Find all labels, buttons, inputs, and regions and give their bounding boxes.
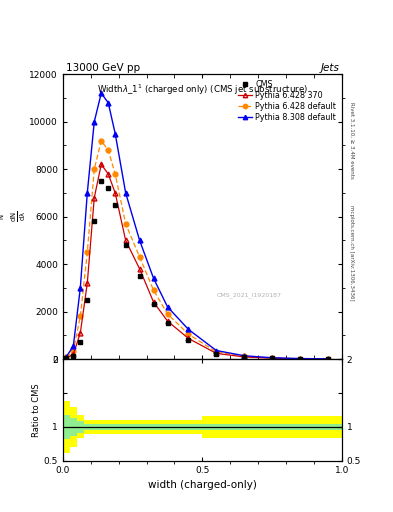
- Pythia 8.308 default: [151, 275, 156, 282]
- Pythia 6.428 370: [123, 238, 128, 244]
- CMS: [165, 321, 170, 327]
- Pythia 8.308 default: [242, 353, 247, 359]
- Pythia 6.428 default: [214, 349, 219, 355]
- Pythia 8.308 default: [270, 355, 275, 361]
- CMS: [326, 356, 331, 362]
- CMS: [78, 339, 83, 346]
- Pythia 6.428 370: [78, 330, 83, 336]
- Pythia 6.428 default: [106, 147, 110, 153]
- Pythia 6.428 default: [92, 166, 97, 172]
- Pythia 6.428 370: [186, 335, 191, 342]
- Pythia 6.428 370: [106, 171, 110, 177]
- CMS: [113, 202, 118, 208]
- Pythia 6.428 default: [78, 313, 83, 319]
- Y-axis label: Ratio to CMS: Ratio to CMS: [32, 383, 41, 437]
- Pythia 6.428 370: [64, 355, 69, 361]
- CMS: [92, 218, 97, 224]
- Pythia 8.308 default: [64, 354, 69, 360]
- Pythia 8.308 default: [99, 90, 104, 96]
- Pythia 8.308 default: [123, 190, 128, 196]
- Pythia 6.428 default: [123, 221, 128, 227]
- Pythia 6.428 default: [270, 355, 275, 361]
- Pythia 8.308 default: [113, 131, 118, 137]
- CMS: [214, 351, 219, 357]
- Text: Jets: Jets: [320, 62, 339, 73]
- CMS: [151, 302, 156, 308]
- Pythia 6.428 default: [186, 331, 191, 337]
- Text: Width$\lambda\_1^1$ (charged only) (CMS jet substructure): Width$\lambda\_1^1$ (charged only) (CMS …: [97, 83, 308, 97]
- Pythia 8.308 default: [186, 326, 191, 332]
- Pythia 6.428 370: [92, 195, 97, 201]
- CMS: [99, 178, 104, 184]
- CMS: [186, 337, 191, 343]
- Pythia 6.428 370: [214, 350, 219, 356]
- Line: Pythia 6.428 default: Pythia 6.428 default: [64, 138, 331, 361]
- Pythia 6.428 default: [298, 356, 303, 362]
- Line: Pythia 6.428 370: Pythia 6.428 370: [64, 162, 331, 361]
- CMS: [106, 185, 110, 191]
- Text: CMS_2021_I1920187: CMS_2021_I1920187: [217, 292, 281, 298]
- Pythia 8.308 default: [214, 348, 219, 354]
- Pythia 6.428 370: [71, 351, 76, 357]
- Pythia 6.428 default: [242, 353, 247, 359]
- Line: Pythia 8.308 default: Pythia 8.308 default: [64, 91, 331, 361]
- Pythia 6.428 370: [326, 356, 331, 362]
- Pythia 6.428 default: [165, 311, 170, 317]
- CMS: [298, 356, 303, 362]
- Pythia 6.428 370: [270, 355, 275, 361]
- Pythia 8.308 default: [326, 356, 331, 362]
- Pythia 6.428 default: [137, 254, 142, 260]
- Pythia 8.308 default: [165, 304, 170, 310]
- CMS: [270, 355, 275, 361]
- Pythia 8.308 default: [137, 238, 142, 244]
- Pythia 6.428 370: [242, 354, 247, 360]
- Pythia 8.308 default: [71, 343, 76, 349]
- CMS: [64, 355, 69, 361]
- Pythia 6.428 370: [298, 356, 303, 362]
- Pythia 8.308 default: [106, 100, 110, 106]
- Legend: CMS, Pythia 6.428 370, Pythia 6.428 default, Pythia 8.308 default: CMS, Pythia 6.428 370, Pythia 6.428 defa…: [236, 78, 338, 123]
- CMS: [71, 353, 76, 359]
- Pythia 6.428 370: [151, 299, 156, 305]
- Line: CMS: CMS: [64, 179, 330, 361]
- Text: mcplots.cern.ch [arXiv:1306.3436]: mcplots.cern.ch [arXiv:1306.3436]: [349, 205, 354, 301]
- Pythia 6.428 370: [165, 318, 170, 324]
- CMS: [85, 296, 90, 303]
- Text: Rivet 3.1.10, ≥ 3.4M events: Rivet 3.1.10, ≥ 3.4M events: [349, 102, 354, 179]
- Pythia 6.428 default: [99, 138, 104, 144]
- Pythia 8.308 default: [298, 355, 303, 361]
- Pythia 8.308 default: [78, 285, 83, 291]
- CMS: [137, 273, 142, 279]
- Text: 13000 GeV pp: 13000 GeV pp: [66, 62, 140, 73]
- Pythia 6.428 default: [326, 356, 331, 362]
- Pythia 8.308 default: [85, 190, 90, 196]
- Pythia 6.428 370: [113, 190, 118, 196]
- Pythia 6.428 370: [137, 266, 142, 272]
- Pythia 6.428 default: [85, 249, 90, 255]
- Pythia 6.428 default: [151, 287, 156, 293]
- Pythia 8.308 default: [92, 119, 97, 125]
- Y-axis label: $\mathregular{\frac{1}{N}}$
$\mathregular{\frac{dN}{d\lambda}}$: $\mathregular{\frac{1}{N}}$ $\mathregula…: [0, 211, 28, 222]
- CMS: [123, 242, 128, 248]
- X-axis label: width (charged-only): width (charged-only): [148, 480, 257, 490]
- Pythia 6.428 370: [99, 161, 104, 167]
- Pythia 6.428 default: [64, 354, 69, 360]
- Pythia 6.428 default: [113, 171, 118, 177]
- CMS: [242, 354, 247, 360]
- Pythia 6.428 default: [71, 348, 76, 354]
- Pythia 6.428 370: [85, 280, 90, 286]
